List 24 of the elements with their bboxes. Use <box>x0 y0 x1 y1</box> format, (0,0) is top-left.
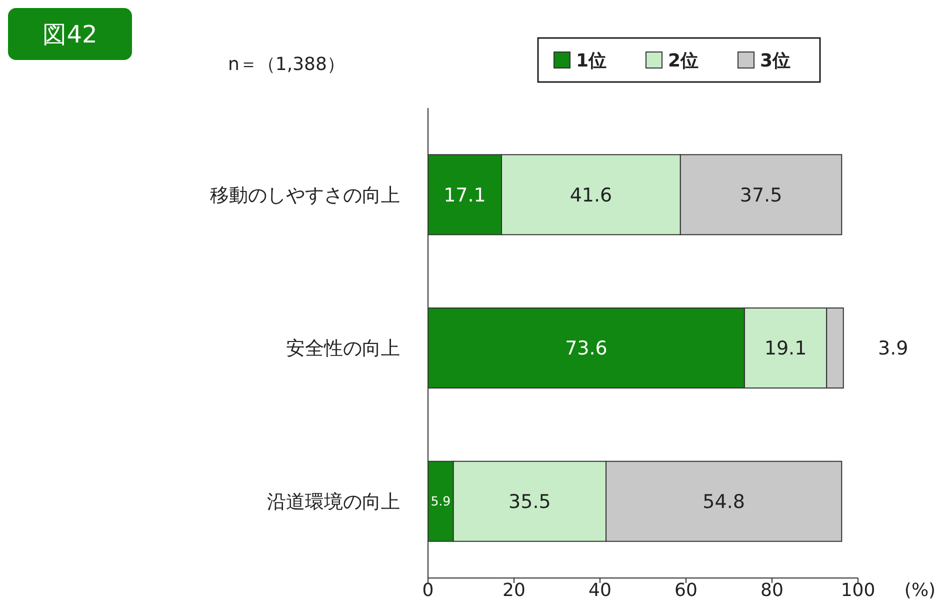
x-tick-label: 100 <box>840 580 876 601</box>
data-label: 17.1 <box>444 184 486 206</box>
data-label: 35.5 <box>508 490 551 513</box>
x-tick-label: 40 <box>588 580 612 601</box>
data-label: 5.9 <box>430 494 451 509</box>
y-tick-label: 移動のしやすさの向上 <box>210 184 400 206</box>
data-label: 19.1 <box>764 338 807 360</box>
x-axis-title: (%) <box>904 580 936 601</box>
legend-label: 1位 <box>576 50 607 72</box>
data-label: 3.9 <box>878 338 908 360</box>
x-tick-label: 80 <box>760 580 784 601</box>
data-label: 37.5 <box>740 184 782 206</box>
text: n＝（1,388） <box>228 54 345 75</box>
data-label: 54.8 <box>702 490 745 513</box>
y-tick-label: 安全性の向上 <box>286 338 400 360</box>
data-label: 73.6 <box>565 338 608 360</box>
data-label: 41.6 <box>570 184 612 206</box>
x-tick-label: 20 <box>502 580 526 601</box>
x-tick-label: 60 <box>674 580 698 601</box>
x-tick-label: 0 <box>422 580 434 601</box>
y-tick-label: 沿道環境の向上 <box>267 490 400 513</box>
text: 図42 <box>42 20 98 48</box>
legend-label: 3位 <box>760 50 791 72</box>
legend-label: 2位 <box>668 50 699 72</box>
